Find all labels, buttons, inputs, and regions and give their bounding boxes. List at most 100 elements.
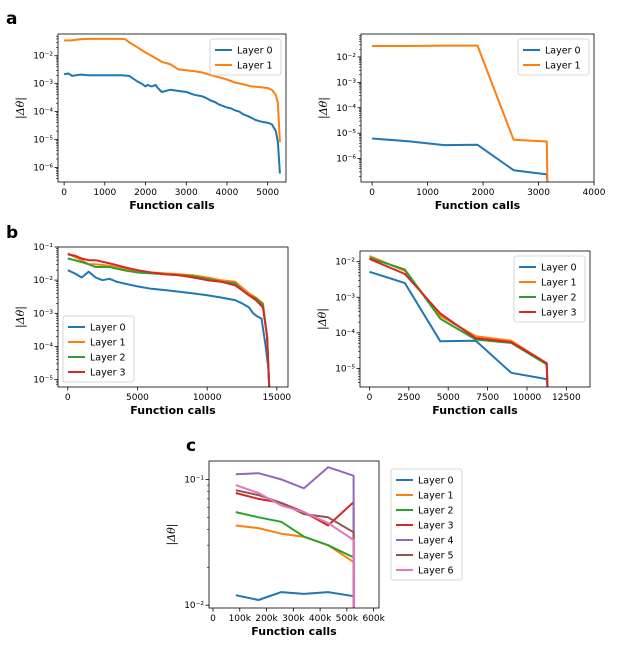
x-tick-label: 300k	[282, 614, 305, 624]
legend-label: Layer 0	[237, 46, 273, 57]
plot-frame	[57, 246, 289, 388]
x-tick-label: 1000	[93, 188, 116, 198]
series-line-layer-1	[235, 524, 355, 608]
y-axis-label: |Δθ|	[317, 97, 331, 119]
x-tick-label: 15000	[263, 393, 292, 403]
legend: Layer 0 Layer 1	[209, 38, 282, 76]
legend-box	[513, 255, 586, 323]
y-tick-label: 10⁻²	[336, 53, 356, 63]
x-tick-label: 10000	[513, 393, 542, 403]
y-tick-label: 10⁻³	[33, 309, 53, 319]
y-tick-label: 10⁻⁵	[33, 135, 53, 145]
y-tick-label: 10⁻¹	[33, 243, 53, 253]
y-tick-label: 10⁻⁴	[336, 104, 356, 114]
legend-label: Layer 0	[90, 323, 126, 334]
x-tick-label: 0	[210, 614, 216, 624]
x-tick-label: 10000	[193, 393, 222, 403]
x-tick-label: 5000	[256, 188, 279, 198]
panel-label-c: c	[186, 436, 196, 456]
x-axis-label: Function calls	[435, 199, 521, 212]
y-axis-label: |Δθ|	[316, 308, 330, 330]
legend-label: Layer 1	[541, 278, 577, 289]
series-line-layer-0	[67, 269, 271, 387]
y-tick-label: 10⁻³	[335, 293, 355, 303]
x-axis-label: Function calls	[251, 625, 337, 638]
y-axis-label: |Δθ|	[165, 524, 179, 546]
y-tick-label: 10⁻²	[335, 258, 355, 268]
x-tick-label: 600k	[362, 614, 385, 624]
plot-frame	[359, 250, 591, 388]
x-tick-label: 2000	[134, 188, 157, 198]
y-tick-label: 10⁻⁴	[33, 108, 53, 118]
x-tick-label: 2000	[472, 188, 495, 198]
series-line-layer-1	[64, 37, 281, 143]
legend-label: Layer 5	[418, 551, 454, 562]
legend-label: Layer 3	[418, 521, 454, 532]
y-tick-label: 10⁻³	[336, 78, 356, 88]
x-tick-label: 500k	[336, 614, 359, 624]
legend-label: Layer 3	[90, 368, 126, 379]
series-line-layer-0	[235, 591, 355, 608]
series-group	[372, 44, 549, 182]
y-tick-label: 10⁻³	[33, 80, 53, 90]
legend: Layer 0 Layer 1 Layer 2 Layer 3	[513, 255, 586, 323]
x-tick-label: 0	[65, 393, 71, 403]
x-tick-label: 4000	[216, 188, 239, 198]
x-tick-label: 12500	[552, 393, 581, 403]
chart-b-right: 0 2500 5000 7500 10000 12500 10⁻⁵ 10⁻⁴ 10⁻³ 10⁻² F…	[316, 250, 591, 417]
legend-label: Layer 0	[418, 476, 454, 487]
y-axis-label: |Δθ|	[14, 306, 28, 328]
x-tick-label: 100k	[229, 614, 252, 624]
legend-label: Layer 6	[418, 566, 454, 577]
x-tick-label: 3000	[175, 188, 198, 198]
legend-label: Layer 2	[541, 293, 577, 304]
series-line-layer-5	[235, 489, 355, 608]
chart-a-left: 0 1000 2000 3000 4000 5000 10⁻⁶ 10⁻⁵ 10⁻⁴ 10⁻³ 10⁻…	[14, 33, 287, 212]
x-tick-label: 5000	[437, 393, 460, 403]
legend-label: Layer 2	[90, 353, 126, 364]
y-tick-label: 10⁻⁶	[33, 163, 53, 173]
y-tick-label: 10⁻⁵	[336, 129, 356, 139]
x-axis-label: Function calls	[432, 404, 518, 417]
series-line-layer-3	[369, 257, 549, 387]
x-tick-label: 1000	[416, 188, 439, 198]
chart-a-right: 0 1000 2000 3000 4000 10⁻⁶ 10⁻⁵ 10⁻⁴ 10⁻³ 10⁻² Fun…	[317, 33, 606, 212]
legend-label: Layer 1	[237, 61, 273, 72]
charts-container: 0 1000 2000 3000 4000 5000 10⁻⁶ 10⁻⁵ 10⁻⁴ 10⁻³ 10⁻…	[14, 33, 606, 638]
legend-label: Layer 1	[418, 491, 454, 502]
legend-label: Layer 3	[541, 308, 577, 319]
x-tick-label: 4000	[583, 188, 606, 198]
x-tick-label: 2500	[397, 393, 420, 403]
x-tick-label: 5000	[126, 393, 149, 403]
x-tick-label: 0	[367, 393, 373, 403]
plot-frame	[57, 33, 287, 183]
x-tick-label: 7500	[476, 393, 499, 403]
legend-label: Layer 0	[545, 46, 581, 57]
series-group	[67, 252, 271, 387]
series-line-layer-1	[372, 44, 549, 182]
y-tick-label: 10⁻⁵	[335, 364, 355, 374]
series-line-layer-0	[63, 72, 281, 174]
x-axis-label: Function calls	[130, 404, 216, 417]
legend: Layer 0 Layer 1 Layer 2 Layer 3 Layer 4 Layer…	[390, 468, 463, 581]
legend-box	[390, 468, 463, 581]
x-tick-label: 200k	[255, 614, 278, 624]
y-tick-label: 10⁻⁴	[335, 329, 355, 339]
y-tick-label: 10⁻²	[33, 276, 53, 286]
legend-label: Layer 1	[90, 338, 126, 349]
x-tick-label: 0	[369, 188, 375, 198]
y-tick-label: 10⁻²	[33, 52, 53, 62]
y-tick-label: 10⁻⁵	[33, 376, 53, 386]
x-tick-label: 400k	[309, 614, 332, 624]
legend-label: Layer 1	[545, 61, 581, 72]
legend-label: Layer 4	[418, 536, 454, 547]
series-group	[369, 255, 549, 387]
y-axis-label: |Δθ|	[14, 97, 28, 119]
y-tick-label: 10⁻⁶	[336, 155, 356, 165]
series-line-layer-0	[372, 137, 549, 182]
series-line-layer-6	[235, 484, 355, 608]
x-tick-label: 3000	[527, 188, 550, 198]
legend-label: Layer 0	[541, 263, 577, 274]
series-group	[235, 466, 355, 608]
legend-label: Layer 2	[418, 506, 454, 517]
